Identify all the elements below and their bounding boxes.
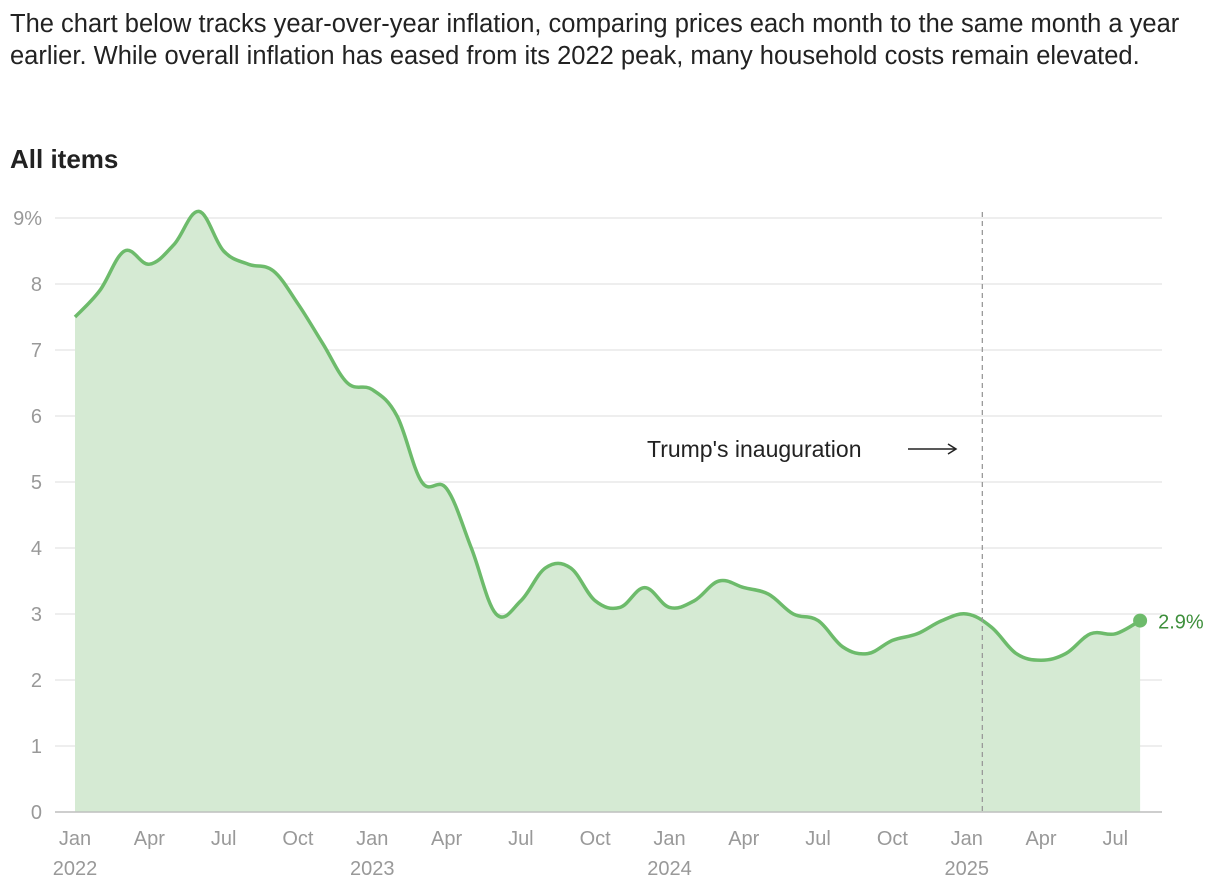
x-tick-year-label: 2022	[53, 858, 98, 880]
x-tick-label: Jul	[805, 828, 831, 850]
x-tick-year-label: 2024	[647, 858, 692, 880]
intro-text: The chart below tracks year-over-year in…	[10, 10, 1180, 70]
x-tick-label: Jul	[1103, 828, 1129, 850]
x-tick-label: Jan	[356, 828, 388, 850]
end-point-marker	[1133, 613, 1148, 628]
x-tick-label: Oct	[580, 828, 612, 850]
y-tick-label: 2	[31, 670, 42, 692]
x-tick-label: Jan	[653, 828, 685, 850]
x-tick-label: Jan	[59, 828, 91, 850]
y-tick-label: 0	[31, 802, 42, 824]
x-tick-label: Oct	[282, 828, 314, 850]
x-tick-label: Apr	[134, 828, 165, 850]
x-tick-label: Oct	[877, 828, 909, 850]
end-value-label: 2.9%	[1158, 612, 1204, 634]
x-tick-label: Apr	[431, 828, 462, 850]
x-tick-year-label: 2025	[944, 858, 989, 880]
x-tick-label: Jul	[211, 828, 237, 850]
x-tick-label: Jan	[951, 828, 983, 850]
y-tick-label: 9%	[13, 208, 42, 230]
series-line	[73, 209, 1141, 662]
arrow-head-icon	[947, 443, 958, 455]
x-tick-label: Jul	[508, 828, 534, 850]
chart-title: All items	[10, 144, 119, 174]
inauguration-annotation: Trump's inauguration	[647, 436, 861, 462]
y-tick-label: 1	[31, 736, 42, 758]
y-tick-label: 3	[31, 604, 42, 626]
x-tick-year-label: 2023	[350, 858, 395, 880]
x-tick-label: Apr	[728, 828, 759, 850]
y-tick-label: 5	[31, 472, 42, 494]
x-tick-label: Apr	[1025, 828, 1056, 850]
y-tick-label: 7	[31, 340, 42, 362]
area-fill	[75, 211, 1141, 812]
y-tick-label: 6	[31, 406, 42, 428]
y-tick-label: 4	[31, 538, 42, 560]
y-tick-label: 8	[31, 274, 42, 296]
